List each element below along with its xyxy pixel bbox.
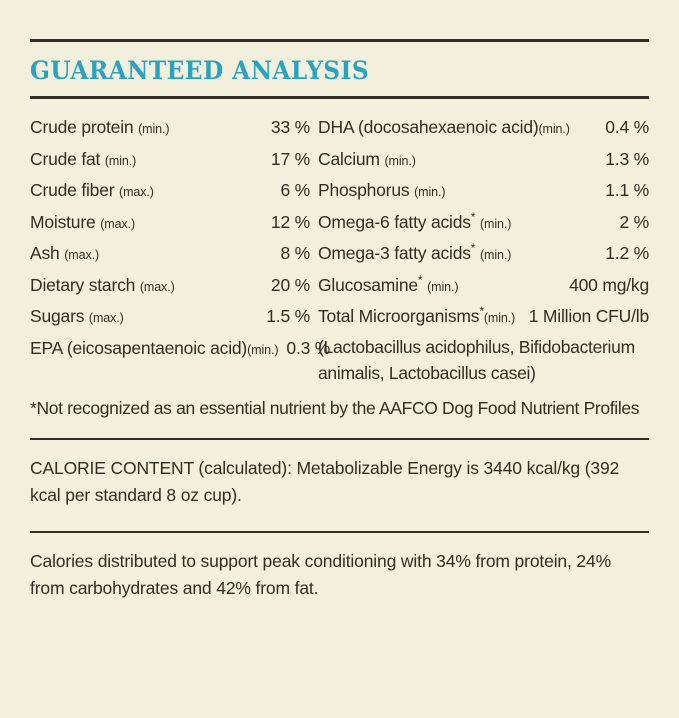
- nutrient-value: 0.4 %: [605, 117, 649, 137]
- nutrient-row: Crude fat (min.) 17 %: [30, 145, 310, 177]
- nutrient-value: 1.1 %: [605, 180, 649, 200]
- nutrient-name: Crude fiber (max.): [30, 180, 154, 200]
- nutrient-qualifier: (min.): [104, 153, 137, 168]
- nutrient-qualifier: (min.): [479, 216, 512, 231]
- nutrient-qualifier: (max.): [88, 311, 124, 325]
- nutrient-qualifier: (max.): [119, 185, 154, 199]
- divider-calorie-distribution: [30, 530, 649, 533]
- nutrient-name: Moisture (max.): [30, 211, 136, 232]
- divider-calorie-content: [30, 437, 649, 440]
- nutrient-value: 17 %: [270, 148, 310, 169]
- nutrient-row: Omega-3 fatty acids* (min.) 1.2 %: [318, 239, 649, 271]
- nutrient-value: 33 %: [270, 117, 310, 137]
- nutrient-name: Phosphorus (min.): [318, 180, 446, 200]
- nutrient-name: EPA (eicosapentaenoic acid)(min.): [30, 337, 279, 358]
- nutrient-value: 20 %: [270, 274, 310, 295]
- nutrient-name: Glucosamine* (min.): [318, 272, 459, 295]
- nutrient-row: Total Microorganisms*(min.) 1 Million CF…: [318, 302, 649, 334]
- nutrient-value: 1.2 %: [605, 243, 649, 263]
- nutrient-value: 8 %: [280, 243, 310, 263]
- nutrient-qualifier: (min.): [427, 279, 459, 294]
- nutrient-qualifier: (min.): [538, 122, 570, 136]
- nutrient-value: 1 Million CFU/lb: [528, 306, 650, 326]
- nutrient-qualifier: (min.): [138, 122, 170, 136]
- nutrient-column-right: DHA (docosahexaenoic acid)(min.) 0.4 % C…: [310, 113, 649, 386]
- nutrient-value: 2 %: [619, 211, 649, 232]
- nutrient-row: Moisture (max.) 12 %: [30, 208, 310, 240]
- nutrient-row: Crude protein (min.) 33 %: [30, 113, 310, 145]
- calorie-distribution-text: Calories distributed to support peak con…: [30, 550, 612, 598]
- nutrient-row: Dietary starch (max.) 20 %: [30, 271, 310, 303]
- nutrient-name: Dietary starch (max.): [30, 274, 175, 295]
- nutrient-row: DHA (docosahexaenoic acid)(min.) 0.4 %: [318, 113, 649, 145]
- footnote-asterisk: *: [479, 304, 484, 319]
- nutrient-row: Sugars (max.) 1.5 %: [30, 302, 310, 334]
- nutrient-name: Crude fat (min.): [30, 148, 137, 169]
- nutrient-row: Phosphorus (min.) 1.1 %: [318, 176, 649, 208]
- footnote-asterisk: *: [470, 209, 476, 224]
- nutrient-qualifier: (max.): [139, 279, 175, 294]
- nutrient-qualifier: (max.): [64, 248, 100, 262]
- nutrient-qualifier: (min.): [247, 342, 279, 357]
- nutrient-row: Calcium (min.) 1.3 %: [318, 145, 649, 177]
- nutrient-name: Omega-6 fatty acids* (min.): [318, 209, 512, 232]
- footnote-asterisk: *: [470, 241, 476, 256]
- nutrient-column-left: Crude protein (min.) 33 % Crude fat (min…: [30, 113, 330, 386]
- nutrient-value: 1.3 %: [605, 148, 649, 169]
- nutrient-name: Total Microorganisms*(min.): [318, 304, 516, 326]
- guaranteed-analysis-label: GUARANTEED ANALYSIS Crude protein (min.)…: [0, 39, 679, 718]
- nutrient-qualifier: (min.): [414, 185, 446, 199]
- nutrient-name: DHA (docosahexaenoic acid)(min.): [318, 117, 570, 137]
- nutrient-row: Omega-6 fatty acids* (min.) 2 %: [318, 208, 649, 240]
- nutrient-name: Calcium (min.): [318, 148, 416, 169]
- divider-under-title: [30, 96, 649, 99]
- nutrient-value: 0.3 %: [286, 337, 331, 358]
- footnote-asterisk: *: [417, 272, 423, 287]
- nutrient-qualifier: (min.): [384, 153, 416, 168]
- microorganism-detail-line: animalis, Lactobacillus casei): [318, 362, 536, 383]
- nutrient-qualifier: (min.): [479, 248, 512, 262]
- page-title: GUARANTEED ANALYSIS: [30, 56, 370, 85]
- nutrient-qualifier: (min.): [483, 311, 516, 325]
- nutrient-name: Ash (max.): [30, 243, 100, 263]
- nutrient-name: Omega-3 fatty acids* (min.): [318, 241, 512, 263]
- nutrient-name: Crude protein (min.): [30, 117, 170, 137]
- aafco-footnote: *Not recognized as an essential nutrient…: [30, 397, 640, 418]
- microorganism-detail-line: (Lactobacillus acidophilus, Bifidobacter…: [318, 336, 635, 357]
- calorie-content-text: CALORIE CONTENT (calculated): Metaboliza…: [30, 457, 620, 505]
- nutrient-value: 400 mg/kg: [569, 274, 649, 295]
- nutrient-row: EPA (eicosapentaenoic acid)(min.) 0.3 %: [30, 334, 330, 366]
- nutrient-row: Glucosamine* (min.) 400 mg/kg: [318, 271, 649, 303]
- nutrient-row: Crude fiber (max.) 6 %: [30, 176, 310, 208]
- nutrient-qualifier: (max.): [100, 216, 136, 231]
- nutrient-value: 1.5 %: [266, 306, 310, 326]
- nutrient-value: 12 %: [270, 211, 310, 232]
- nutrient-row: Ash (max.) 8 %: [30, 239, 310, 271]
- divider-top: [30, 39, 649, 42]
- nutrient-value: 6 %: [280, 180, 310, 200]
- nutrient-name: Sugars (max.): [30, 306, 124, 326]
- nutrient-table: Crude protein (min.) 33 % Crude fat (min…: [30, 113, 649, 386]
